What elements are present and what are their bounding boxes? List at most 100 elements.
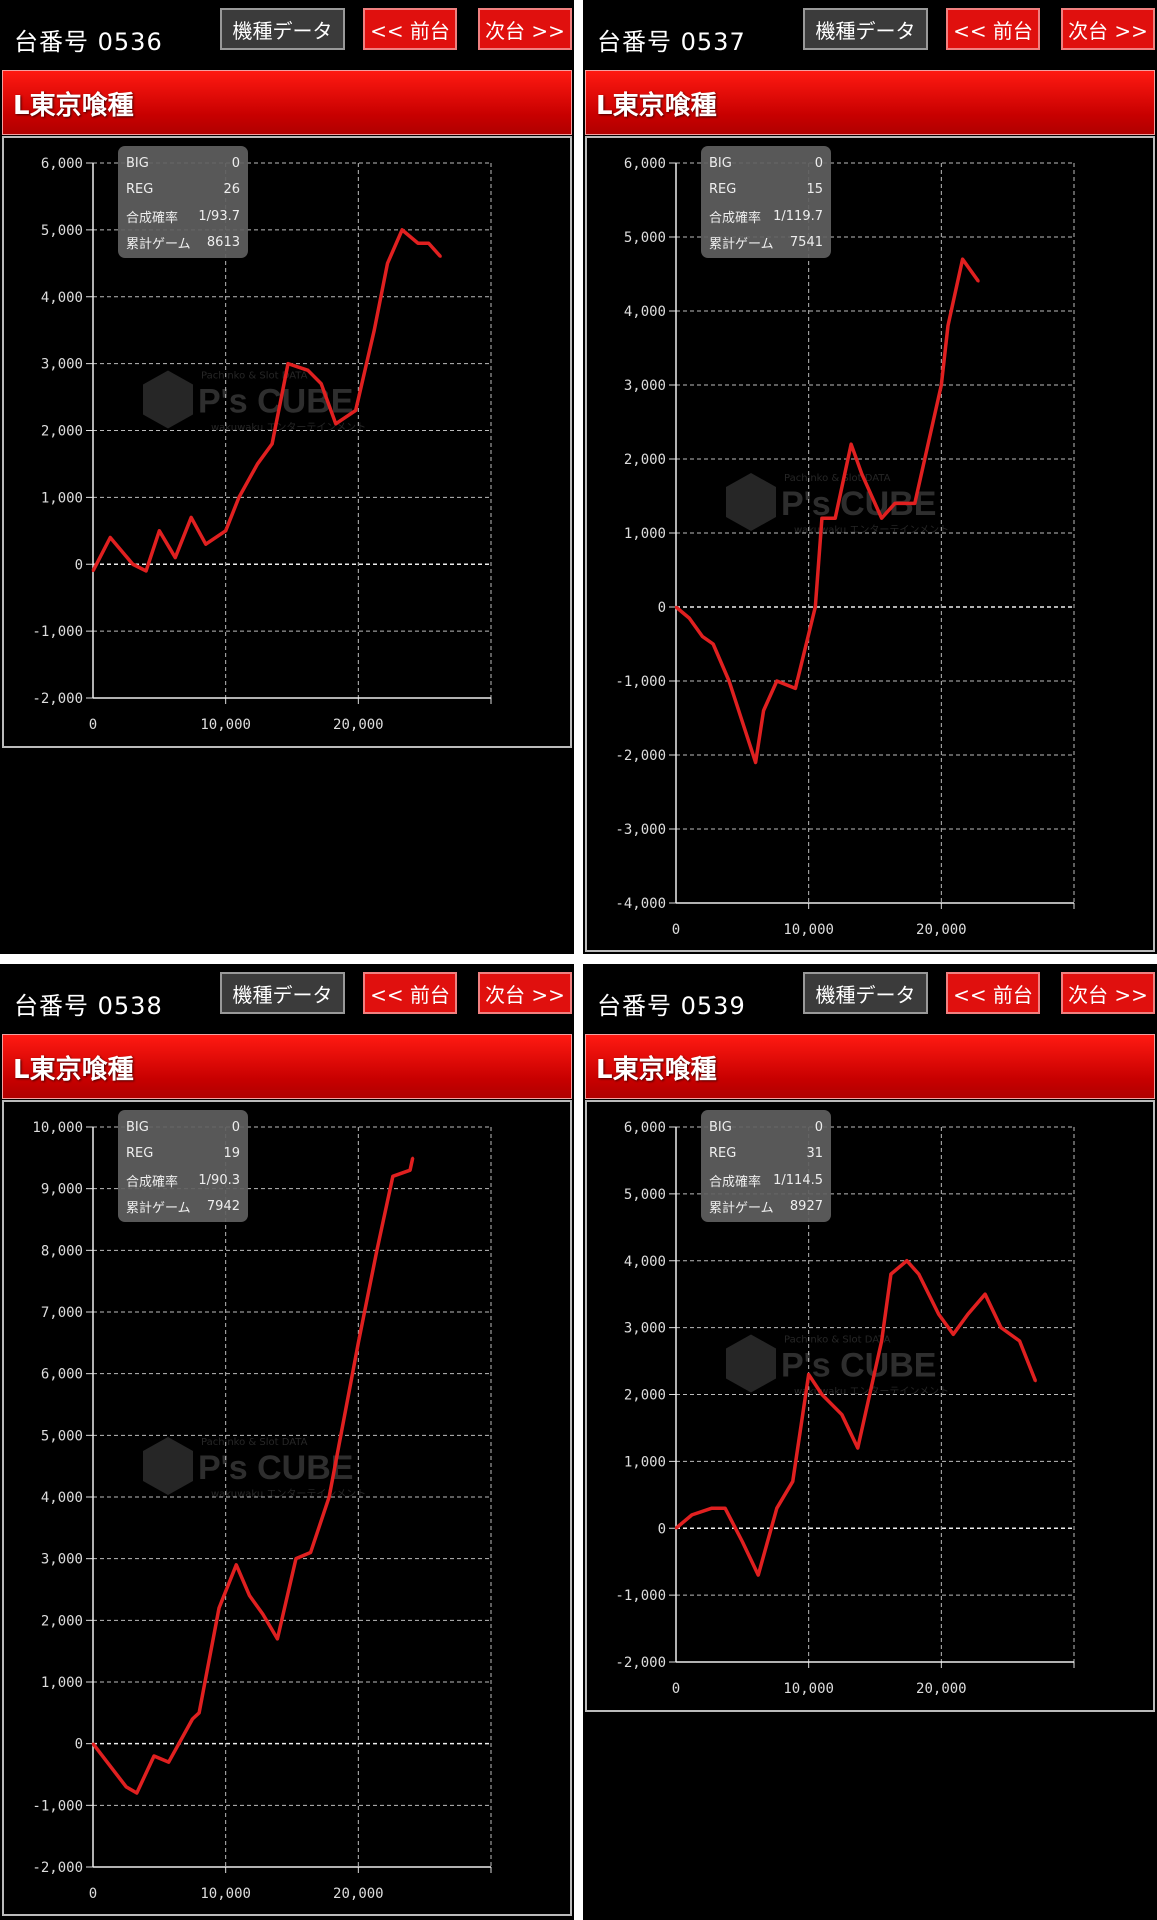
prev-machine-button[interactable]: << 前台 bbox=[946, 972, 1040, 1014]
data-point bbox=[727, 679, 731, 683]
data-point bbox=[757, 1573, 760, 1577]
y-tick-label: 7,000 bbox=[41, 1305, 83, 1321]
data-point bbox=[294, 1557, 298, 1560]
info-value: 0 bbox=[814, 1119, 823, 1135]
data-point bbox=[711, 642, 715, 646]
data-point bbox=[710, 1506, 714, 1510]
data-point bbox=[701, 635, 704, 638]
x-tick-label: 0 bbox=[672, 1681, 680, 1697]
data-point bbox=[135, 1791, 138, 1795]
data-point bbox=[1034, 1379, 1037, 1383]
data-point bbox=[306, 369, 310, 372]
x-tick-label: 20,000 bbox=[916, 922, 967, 938]
x-tick-label: 10,000 bbox=[200, 1886, 251, 1902]
next-machine-button[interactable]: 次台 >> bbox=[1061, 972, 1155, 1014]
cube-icon bbox=[726, 1334, 776, 1393]
data-point bbox=[807, 1373, 810, 1376]
next-machine-button[interactable]: 次台 >> bbox=[478, 8, 572, 50]
data-point bbox=[775, 679, 779, 683]
watermark-bottom: wakuwaku エンターテインメント bbox=[211, 422, 366, 434]
data-point bbox=[961, 258, 964, 261]
label-prefix: 台番号 bbox=[597, 28, 672, 56]
data-point bbox=[999, 1326, 1003, 1329]
info-label: 累計ゲーム bbox=[709, 1201, 774, 1217]
info-row-reg: REG 15 bbox=[709, 177, 823, 204]
machine-name-title: L東京喰種 bbox=[2, 70, 572, 135]
data-point bbox=[309, 1551, 312, 1554]
data-point bbox=[690, 1513, 694, 1517]
data-point bbox=[849, 443, 853, 446]
info-box: BIG 0 REG 15 合成確率 1/119.7 累計ゲーム 7541 bbox=[701, 146, 831, 258]
y-tick-label: 1,000 bbox=[624, 526, 666, 542]
prev-machine-button[interactable]: << 前台 bbox=[946, 8, 1040, 50]
chart-box bbox=[585, 1100, 1155, 1712]
model-data-button[interactable]: 機種データ bbox=[220, 972, 345, 1014]
machine-panel: 台番号 0538 機種データ << 前台 次台 >> L東京喰種 P's CUB… bbox=[0, 964, 574, 1920]
info-value: 0 bbox=[231, 155, 240, 171]
cube-icon bbox=[726, 473, 776, 531]
label-prefix: 台番号 bbox=[14, 28, 89, 56]
label-prefix: 台番号 bbox=[597, 992, 672, 1020]
data-point bbox=[124, 1785, 128, 1789]
machine-number: 0537 bbox=[680, 28, 746, 56]
chart-box bbox=[585, 136, 1155, 952]
x-tick-label: 20,000 bbox=[916, 1681, 967, 1697]
info-row-big: BIG 0 bbox=[709, 1114, 823, 1141]
y-tick-label: 5,000 bbox=[624, 1187, 666, 1203]
y-tick-label: 9,000 bbox=[41, 1182, 83, 1198]
data-point bbox=[256, 462, 259, 466]
data-point bbox=[327, 1495, 331, 1499]
y-tick-label: -2,000 bbox=[32, 1860, 83, 1876]
y-tick-label: -2,000 bbox=[615, 1655, 666, 1671]
model-data-button[interactable]: 機種データ bbox=[803, 972, 928, 1014]
next-machine-button[interactable]: 次台 >> bbox=[1061, 8, 1155, 50]
data-point bbox=[197, 1711, 201, 1715]
info-label: REG bbox=[709, 182, 737, 198]
prev-machine-button[interactable]: << 前台 bbox=[363, 972, 457, 1014]
watermark-brand: P's CUBE bbox=[781, 1347, 936, 1385]
info-label: REG bbox=[126, 1146, 154, 1162]
y-tick-label: 2,000 bbox=[41, 1613, 83, 1629]
data-point bbox=[357, 1341, 360, 1345]
data-point bbox=[91, 1742, 95, 1745]
data-point bbox=[820, 1393, 824, 1396]
y-tick-label: 4,000 bbox=[624, 304, 666, 320]
data-point bbox=[905, 1259, 909, 1262]
data-point bbox=[319, 382, 323, 385]
series-line bbox=[91, 1157, 415, 1795]
y-tick-label: 8,000 bbox=[41, 1243, 83, 1259]
data-point bbox=[373, 328, 376, 332]
y-tick-label: 4,000 bbox=[41, 1490, 83, 1506]
model-data-button[interactable]: 機種データ bbox=[803, 8, 928, 50]
cube-icon bbox=[143, 370, 193, 429]
y-tick-label: 3,000 bbox=[624, 1321, 666, 1337]
y-tick-label: 0 bbox=[75, 1737, 83, 1753]
info-value: 0 bbox=[814, 155, 823, 171]
data-point bbox=[775, 1506, 779, 1510]
y-tick-label: 3,000 bbox=[41, 357, 83, 373]
data-point bbox=[189, 516, 193, 519]
prev-machine-button[interactable]: << 前台 bbox=[363, 8, 457, 50]
model-data-button[interactable]: 機種データ bbox=[220, 8, 345, 50]
data-point bbox=[191, 1717, 194, 1721]
chart-box bbox=[2, 136, 572, 748]
data-point bbox=[1018, 1339, 1021, 1343]
info-row-reg: REG 31 bbox=[709, 1141, 823, 1168]
chart-box bbox=[2, 1100, 572, 1916]
watermark-bottom: wakuwaku エンターテインメント bbox=[211, 1488, 366, 1500]
info-value: 26 bbox=[223, 182, 240, 198]
y-tick-label: -3,000 bbox=[615, 822, 666, 838]
y-tick-label: 1,000 bbox=[41, 1675, 83, 1691]
info-row-games: 累計ゲーム 7541 bbox=[709, 230, 823, 257]
y-tick-label: 3,000 bbox=[624, 378, 666, 394]
machine-panel: 台番号 0536 機種データ << 前台 次台 >> L東京喰種 P's CUB… bbox=[0, 0, 574, 954]
info-label: 合成確率 bbox=[126, 210, 179, 226]
next-machine-button[interactable]: 次台 >> bbox=[478, 972, 572, 1014]
info-label: REG bbox=[709, 1146, 737, 1162]
info-label: BIG bbox=[709, 155, 732, 171]
y-tick-label: 0 bbox=[658, 1521, 666, 1537]
machine-number: 0538 bbox=[97, 992, 163, 1020]
machine-number-label: 台番号 0539 bbox=[597, 986, 746, 1021]
data-point bbox=[937, 1313, 940, 1316]
watermark-brand: P's CUBE bbox=[198, 1449, 353, 1487]
